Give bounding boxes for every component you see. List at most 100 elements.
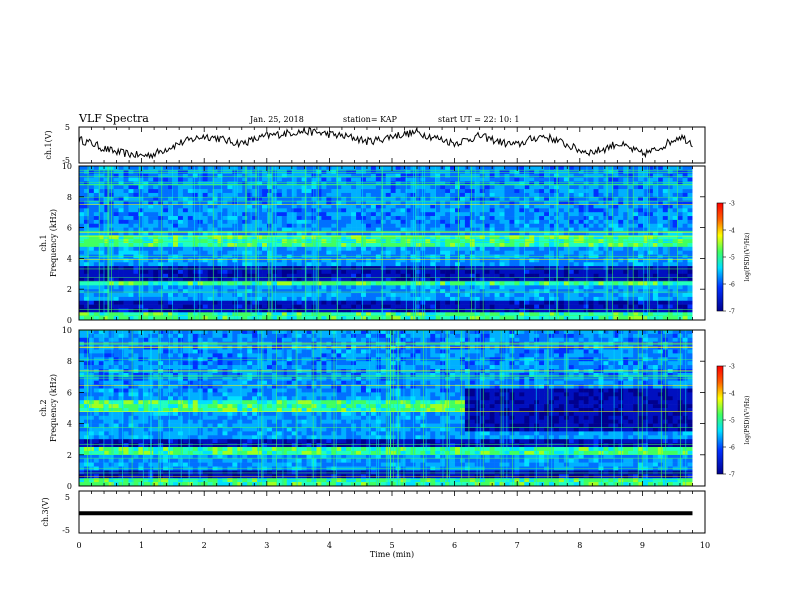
spectrogram-cell: [143, 308, 149, 313]
spectrogram-cell: [207, 293, 213, 298]
spectrogram-cell: [173, 277, 179, 282]
spectrogram-cell: [118, 285, 124, 290]
spectrogram-cell: [79, 196, 85, 201]
spectrogram-cell: [499, 269, 505, 275]
spectrogram-cell: [469, 192, 476, 198]
spectrogram-cell: [598, 204, 604, 209]
spectrogram-cell: [113, 258, 119, 263]
spectrogram-cell: [222, 266, 228, 271]
spectrogram-cell: [509, 227, 515, 232]
spectrogram-cell: [539, 216, 545, 221]
spectrogram-cell: [173, 181, 179, 186]
spectrogram-cell: [474, 169, 481, 174]
spectrogram-cell: [405, 281, 411, 286]
spectrogram-cell: [83, 293, 90, 298]
spectrogram-cell: [336, 250, 342, 255]
spectrogram-cell: [529, 173, 535, 178]
spectrogram-cell: [672, 300, 678, 305]
spectrogram-cell: [657, 189, 664, 194]
spectrogram-cell: [608, 169, 614, 174]
spectrogram-cell: [197, 243, 203, 248]
spectrogram-cell: [361, 192, 367, 198]
spectrogram-cell: [267, 285, 273, 290]
spectrogram-cell: [356, 304, 362, 309]
spectrogram-cell: [563, 189, 570, 194]
spectrogram-cell: [83, 312, 90, 317]
spectrogram-cell: [420, 208, 426, 213]
spectrogram-cell: [173, 285, 179, 290]
spectrogram-cell: [217, 189, 223, 194]
spectrogram-cell: [88, 208, 95, 213]
date-label: Jan. 25, 2018: [249, 115, 304, 124]
spectrogram-cell: [667, 231, 673, 236]
spectrogram-cell: [192, 196, 199, 201]
spectrogram-cell: [79, 266, 85, 271]
spectrogram-cell: [276, 308, 283, 313]
spectrogram-cell: [133, 246, 139, 251]
spectrogram-cell: [524, 304, 530, 309]
spectrogram-cell: [252, 285, 258, 290]
spectrogram-cell: [148, 304, 154, 309]
spectrogram-cell: [623, 235, 629, 240]
spectrogram-cell: [514, 169, 520, 174]
spectrogram-cell: [143, 185, 149, 190]
spectrogram-cell: [524, 246, 530, 251]
spectrogram-cell: [687, 192, 693, 198]
spectrogram-cell: [494, 281, 500, 286]
spectrogram-cell: [519, 273, 525, 278]
spectrogram-cell: [450, 285, 456, 290]
spectrogram-cell: [207, 177, 213, 182]
spectrogram-cell: [400, 308, 406, 313]
spectrogram-cell: [331, 296, 337, 302]
spectrogram-cell: [524, 277, 530, 282]
spectrogram-cell: [133, 243, 139, 248]
spectrogram-cell: [301, 262, 307, 267]
spectrogram-cell: [578, 208, 584, 213]
spectrogram-cell: [405, 304, 411, 309]
spectrogram-cell: [509, 189, 515, 194]
spectrogram-cell: [286, 216, 293, 221]
spectrogram-cell: [469, 216, 476, 221]
spectrogram-cell: [568, 296, 575, 302]
spectrogram-cell: [633, 312, 639, 317]
spectrogram-cell: [361, 204, 367, 209]
spectrogram-cell: [182, 277, 189, 282]
spectrogram-cell: [524, 273, 530, 278]
spectrogram-cell: [677, 200, 683, 205]
spectrogram-cell: [326, 262, 332, 267]
spectrogram-cell: [425, 235, 431, 240]
spectrogram-cell: [143, 189, 149, 194]
spectrogram-cell: [336, 269, 342, 275]
spectrogram-cell: [365, 235, 372, 240]
spectrogram-cell: [103, 312, 109, 317]
spectrogram-cell: [93, 235, 100, 240]
spectrogram-cell: [93, 293, 100, 298]
spectrogram-cell: [113, 266, 119, 271]
spectrogram-cell: [212, 258, 218, 263]
spectrogram-cell: [588, 273, 594, 278]
spectrogram-cell: [519, 266, 525, 271]
spectrogram-cell: [163, 312, 169, 317]
spectrogram-cell: [514, 181, 520, 186]
spectrogram-cell: [168, 262, 174, 267]
spectrogram-cell: [638, 216, 644, 221]
spectrogram-cell: [98, 181, 105, 186]
spectrogram-cell: [361, 166, 367, 171]
spectrogram-cell: [509, 177, 515, 182]
spectrogram-cell: [202, 200, 208, 205]
spectrogram-cell: [469, 231, 476, 236]
spectrogram-cell: [93, 200, 100, 205]
spectrogram-cell: [573, 235, 579, 240]
spectrogram-cell: [613, 250, 619, 255]
spectrogram-cell: [375, 189, 382, 194]
spectrogram-cell: [539, 296, 545, 302]
spectrogram-cell: [539, 293, 545, 298]
spectrogram-cell: [534, 177, 540, 182]
spectrogram-cell: [83, 219, 90, 225]
spectrogram-cell: [247, 281, 253, 286]
spectrogram-cell: [479, 235, 485, 240]
spectrogram-cell: [544, 246, 550, 251]
spectrogram-cell: [405, 285, 411, 290]
spectrogram-cell: [464, 208, 471, 213]
spectrogram-cell: [509, 285, 515, 290]
